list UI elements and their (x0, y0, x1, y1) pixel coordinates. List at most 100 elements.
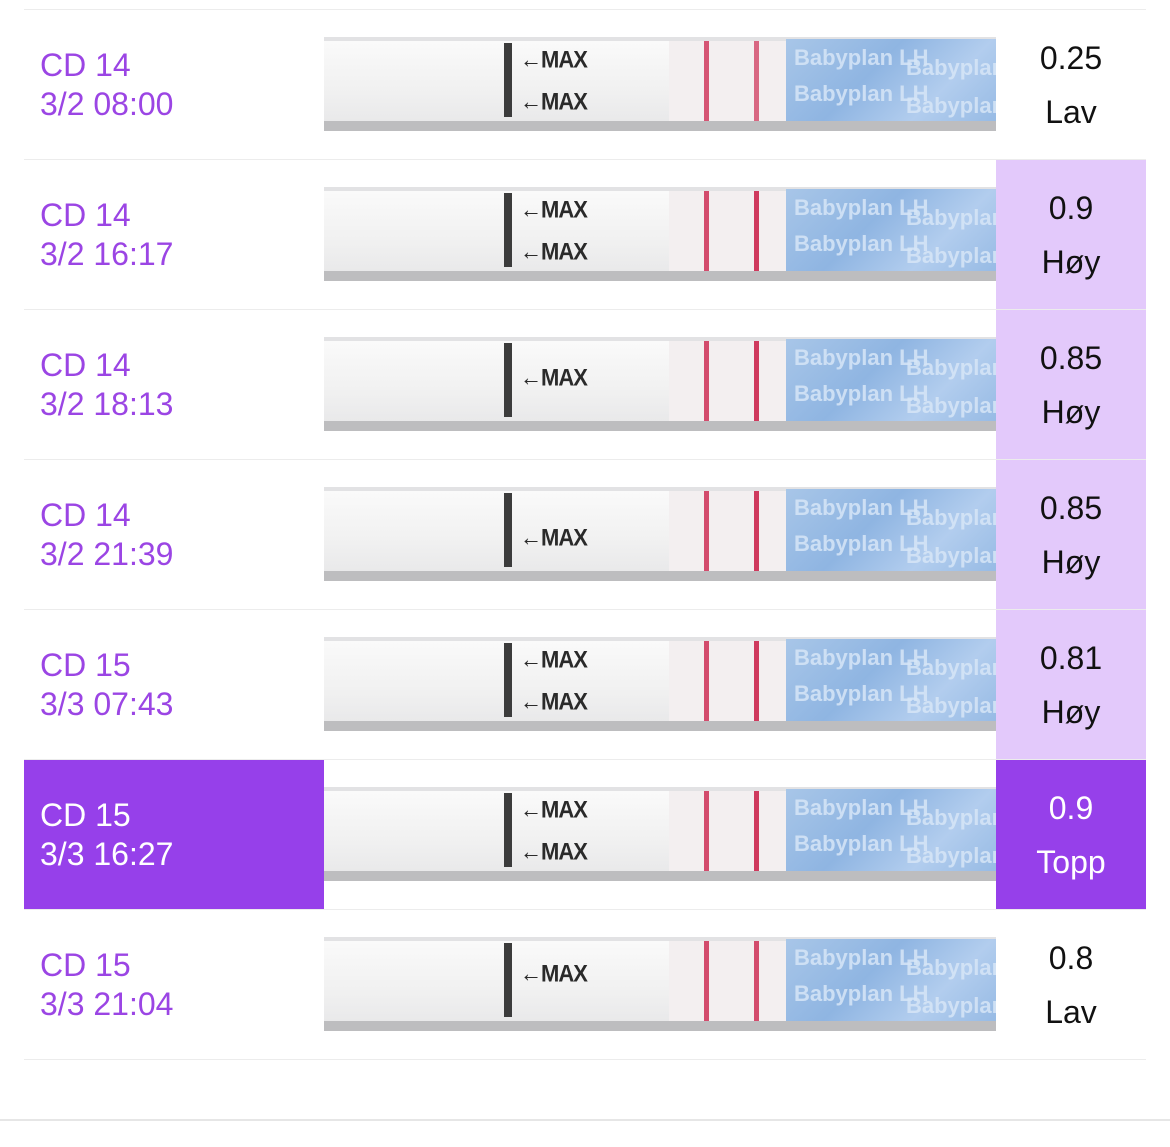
test-strip-photo: ←MAX ←MAX Babyplan LH Babyplan LH Babypl… (324, 637, 996, 731)
datetime-label: 3/2 08:00 (40, 85, 174, 122)
brand-text: Babyplan LH (794, 645, 929, 670)
max-label: ←MAX (520, 959, 588, 988)
test-line (754, 791, 759, 871)
cycle-day-label: CD 15 (40, 796, 131, 833)
test-entry-row[interactable]: CD 14 3/2 08:00 ←MAX ←MAX Babyplan LH Ba… (24, 9, 1146, 159)
brand-text: Babyplan LH (794, 831, 929, 856)
max-label: ←MAX (520, 523, 588, 552)
brand-text: Babyplan LH (794, 681, 929, 706)
result-level: Topp (1036, 843, 1106, 880)
max-label: ←MAX (520, 195, 588, 224)
brand-text: Babyplan LH (794, 981, 929, 1006)
brand-text: Babyplan LH (906, 55, 996, 80)
test-entry-row[interactable]: CD 14 3/2 21:39 ←MAX Babyplan LH Babypla… (24, 459, 1146, 609)
date-cell: CD 14 3/2 21:39 (24, 460, 324, 609)
brand-text: Babyplan LH (906, 93, 996, 118)
control-line (704, 491, 709, 571)
brand-text: Babyplan LH (794, 495, 929, 520)
bottom-divider (0, 1119, 1170, 1121)
test-line (754, 41, 759, 121)
test-line (754, 491, 759, 571)
test-line (754, 641, 759, 721)
strip-wrapper: Babyplan LH Babyplan LH Babyplan LH Baby… (786, 189, 996, 275)
brand-text: Babyplan LH (794, 45, 929, 70)
cycle-day-label: CD 14 (40, 496, 131, 533)
brand-text: Babyplan LH (794, 945, 929, 970)
result-cell-low: 0.8 Lav (996, 910, 1146, 1059)
test-entry-row[interactable]: CD 15 3/3 21:04 ←MAX Babyplan LH Babypla… (24, 909, 1146, 1060)
brand-text: Babyplan LH (794, 795, 929, 820)
brand-text: Babyplan LH (906, 655, 996, 680)
result-value: 0.8 (1048, 939, 1094, 976)
datetime-label: 3/2 18:13 (40, 385, 174, 422)
result-level: Lav (1045, 93, 1097, 130)
test-entry-row[interactable]: CD 15 3/3 07:43 ←MAX ←MAX Babyplan LH Ba… (24, 609, 1146, 759)
result-cell-high: 0.85 Høy (996, 460, 1146, 609)
cycle-day-label: CD 14 (40, 346, 131, 383)
max-marker-bar (504, 943, 512, 1017)
date-cell: CD 14 3/2 08:00 (24, 10, 324, 159)
date-cell: CD 15 3/3 21:04 (24, 910, 324, 1059)
max-marker-bar (504, 343, 512, 417)
datetime-label: 3/3 21:04 (40, 985, 174, 1022)
brand-text: Babyplan LH (794, 231, 929, 256)
brand-text: Babyplan LH (906, 393, 996, 418)
date-cell: CD 15 3/3 16:27 (24, 760, 324, 909)
brand-text: Babyplan LH (906, 355, 996, 380)
max-label: ←MAX (520, 237, 588, 266)
max-label: ←MAX (520, 687, 588, 716)
result-value: 0.25 (1039, 39, 1103, 76)
test-entry-row[interactable]: CD 14 3/2 16:17 ←MAX ←MAX Babyplan LH Ba… (24, 159, 1146, 309)
test-strip-photo: ←MAX ←MAX Babyplan LH Babyplan LH Babypl… (324, 187, 996, 281)
max-label: ←MAX (520, 645, 588, 674)
test-strip-photo: ←MAX ←MAX Babyplan LH Babyplan LH Babypl… (324, 37, 996, 131)
max-label: ←MAX (520, 45, 588, 74)
max-marker-bar (504, 793, 512, 867)
result-level: Høy (1041, 393, 1101, 430)
datetime-label: 3/2 21:39 (40, 535, 174, 572)
datetime-label: 3/2 16:17 (40, 235, 174, 272)
result-level: Høy (1041, 543, 1101, 580)
result-level: Høy (1041, 693, 1101, 730)
result-cell-high: 0.81 Høy (996, 610, 1146, 759)
max-label: ←MAX (520, 795, 588, 824)
result-level: Høy (1041, 243, 1101, 280)
result-level: Lav (1045, 993, 1097, 1030)
max-marker-bar (504, 193, 512, 267)
max-label: ←MAX (520, 363, 588, 392)
strip-wrapper: Babyplan LH Babyplan LH Babyplan LH Baby… (786, 39, 996, 125)
test-strip-photo: ←MAX Babyplan LH Babyplan LH Babyplan LH… (324, 337, 996, 431)
cycle-day-label: CD 14 (40, 46, 131, 83)
test-entry-row-selected[interactable]: CD 15 3/3 16:27 ←MAX ←MAX Babyplan LH Ba… (24, 759, 1146, 909)
result-cell-low: 0.25 Lav (996, 10, 1146, 159)
brand-text: Babyplan LH (906, 505, 996, 530)
strip-wrapper: Babyplan LH Babyplan LH Babyplan LH Baby… (786, 339, 996, 425)
result-value: 0.81 (1039, 639, 1103, 676)
result-value: 0.85 (1039, 489, 1103, 526)
test-entry-row[interactable]: CD 14 3/2 18:13 ←MAX Babyplan LH Babypla… (24, 309, 1146, 459)
brand-text: Babyplan LH (906, 993, 996, 1018)
test-strip-photo: ←MAX Babyplan LH Babyplan LH Babyplan LH… (324, 487, 996, 581)
result-value: 0.9 (1048, 189, 1094, 226)
result-value: 0.85 (1039, 339, 1103, 376)
date-cell: CD 15 3/3 07:43 (24, 610, 324, 759)
brand-text: Babyplan LH (906, 955, 996, 980)
brand-text: Babyplan LH (906, 243, 996, 268)
control-line (704, 341, 709, 421)
brand-text: Babyplan LH (794, 195, 929, 220)
cycle-day-label: CD 14 (40, 196, 131, 233)
brand-text: Babyplan LH (794, 381, 929, 406)
test-strip-photo: ←MAX ←MAX Babyplan LH Babyplan LH Babypl… (324, 787, 996, 881)
brand-text: Babyplan LH (906, 543, 996, 568)
brand-text: Babyplan LH (906, 205, 996, 230)
max-marker-bar (504, 43, 512, 117)
strip-wrapper: Babyplan LH Babyplan LH Babyplan LH Baby… (786, 639, 996, 725)
brand-text: Babyplan LH (906, 843, 996, 868)
result-cell-high: 0.9 Høy (996, 160, 1146, 309)
result-value: 0.9 (1048, 789, 1094, 826)
strip-wrapper: Babyplan LH Babyplan LH Babyplan LH Baby… (786, 489, 996, 575)
datetime-label: 3/3 07:43 (40, 685, 174, 722)
test-line (754, 341, 759, 421)
control-line (704, 41, 709, 121)
brand-text: Babyplan LH (906, 693, 996, 718)
